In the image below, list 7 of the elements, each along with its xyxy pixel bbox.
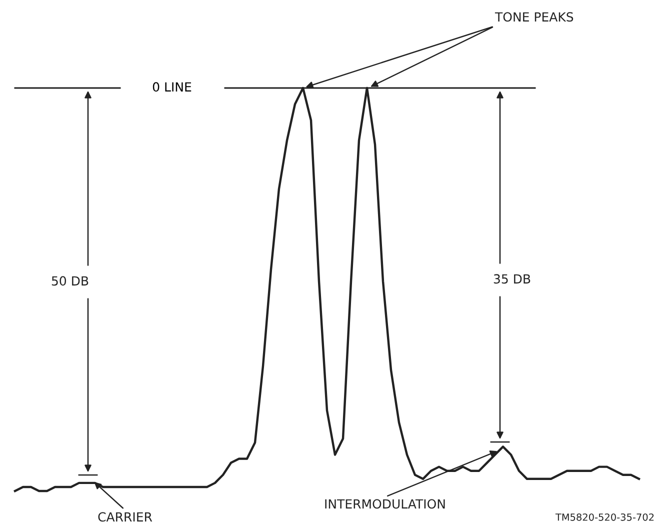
annotation: 35 DB (494, 274, 530, 284)
ref-line-label: 0 LINE (152, 82, 192, 92)
text: INTERMODULATION (325, 499, 445, 509)
annotation: 50 DB (52, 276, 88, 286)
text: TONE PEAKS (494, 12, 574, 22)
text: TM5820-520-35-702 (555, 513, 654, 521)
text: CARRIER (98, 512, 152, 522)
